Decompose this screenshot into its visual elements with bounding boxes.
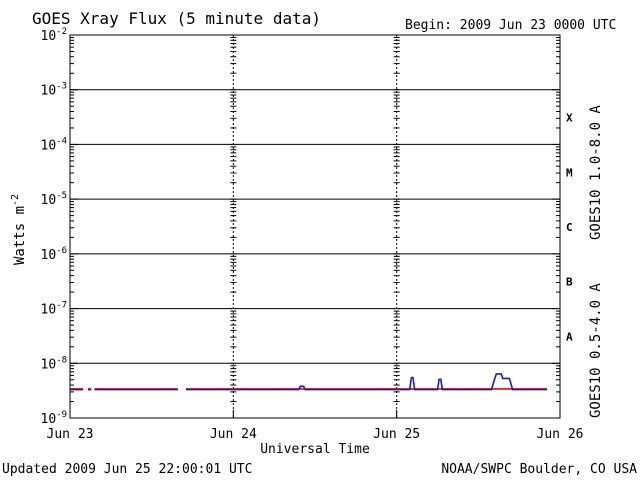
day-separators xyxy=(230,35,400,419)
y-tick-label-6: 10-8 xyxy=(41,355,68,372)
y-tick-label-1: 10-3 xyxy=(41,82,68,99)
y-tick-label-3: 10-5 xyxy=(41,191,68,208)
flare-class-a: A xyxy=(566,330,573,343)
y-tick-label-0: 10-2 xyxy=(41,27,68,44)
y-axis-ticks: 10-2 10-3 10-4 10-5 10-6 10-7 10-8 10-9 xyxy=(41,27,560,427)
flare-class-b: B xyxy=(566,276,573,289)
y-tick-label-5: 10-7 xyxy=(41,301,68,318)
y-axis-label: Watts m-2 xyxy=(10,194,28,265)
y-tick-label-2: 10-4 xyxy=(41,136,68,153)
y-tick-label-7: 10-9 xyxy=(41,410,68,427)
series-2-segment-3 xyxy=(186,373,547,391)
flare-class-x: X xyxy=(566,112,573,125)
x-axis-ticks: Jun 23 Jun 24 Jun 25 Jun 26 xyxy=(47,410,584,442)
x-axis-label: Universal Time xyxy=(260,442,370,457)
x-tick-label-3: Jun 26 xyxy=(537,427,584,442)
chart-title: GOES Xray Flux (5 minute data) xyxy=(32,9,321,28)
horizontal-gridlines xyxy=(70,89,560,364)
plot-frame xyxy=(69,34,561,419)
x-tick-label-0: Jun 23 xyxy=(47,427,94,442)
legend-series-1: GOES10 1.0-8.0 A xyxy=(588,105,604,240)
flare-class-labels: X M C B A xyxy=(566,112,573,344)
x-tick-label-1: Jun 24 xyxy=(210,427,257,442)
legend-series-2: GOES10 0.5-4.0 A xyxy=(588,283,604,418)
x-tick-label-2: Jun 25 xyxy=(373,427,420,442)
credit-label: NOAA/SWPC Boulder, CO USA xyxy=(441,462,637,477)
flare-class-c: C xyxy=(566,221,573,234)
series-layer xyxy=(70,373,547,391)
y-tick-label-4: 10-6 xyxy=(41,246,68,263)
begin-label: Begin: 2009 Jun 23 0000 UTC xyxy=(405,18,616,33)
updated-timestamp: Updated 2009 Jun 25 22:00:01 UTC xyxy=(2,462,252,477)
flare-class-m: M xyxy=(566,166,573,179)
